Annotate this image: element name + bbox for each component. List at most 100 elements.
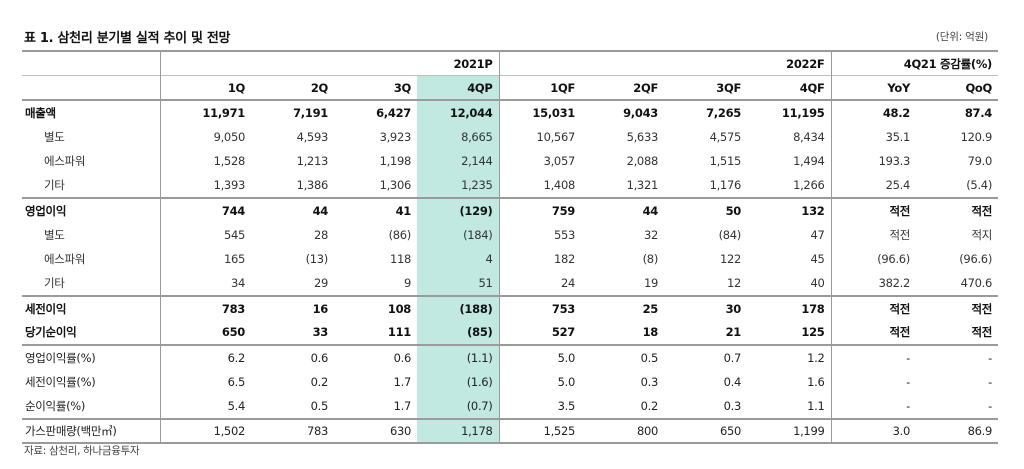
cell: 1.2: [747, 344, 832, 370]
cell: 적전: [916, 295, 999, 321]
cell: 0.5: [310, 398, 329, 413]
cell-highlight: 51: [417, 271, 500, 296]
cell: 6,427: [376, 105, 411, 120]
cell: 0.4: [723, 374, 742, 389]
cell: 1,408: [543, 178, 576, 193]
cell: 34: [230, 276, 245, 291]
cell-highlight: (129): [417, 197, 500, 223]
cell: 15,031: [532, 105, 575, 120]
unit-label: (단위: 억원): [935, 31, 988, 43]
table-row: 당기순이익 650 33 111 (85) 527 18 21 125 적전 적전: [22, 320, 998, 345]
cell: 132: [747, 197, 832, 223]
column-header: 4QF: [747, 75, 832, 101]
cell: 18: [642, 325, 659, 340]
cell: 44: [251, 197, 334, 223]
cell: 25: [581, 295, 664, 321]
cell: 1,199: [747, 417, 832, 444]
cell: 111: [387, 325, 411, 340]
cell: 3.0: [831, 417, 916, 444]
cell: 3,923: [379, 129, 412, 144]
cell: 1.7: [393, 398, 412, 413]
cell: 19: [643, 276, 658, 291]
cell: 적전: [971, 325, 993, 340]
table-row: 세전이익률(%) 6.5 0.2 1.7 (1.6) 5.0 0.3 0.4 1.6 - -: [22, 369, 998, 394]
cell-highlight: (85): [417, 320, 500, 345]
cell: 적전: [831, 197, 916, 223]
header-group-row: 2021P 2022F 4Q21 증감률(%): [22, 50, 999, 76]
cell-highlight: (188): [417, 295, 500, 321]
cell: 24: [560, 276, 575, 291]
cell: 0.6: [334, 344, 417, 370]
cell: 1,502: [160, 417, 251, 444]
cell: 108: [334, 295, 417, 321]
cell: 193.3: [878, 154, 911, 169]
cell: 1,213: [296, 154, 329, 169]
cell: 적전: [889, 325, 910, 340]
cell-highlight: (1.1): [417, 344, 500, 370]
cell: 33: [312, 325, 329, 340]
cell: 753: [499, 295, 581, 321]
cell: 0.7: [664, 344, 747, 370]
cell: 4,593: [296, 129, 329, 144]
cell: 79.0: [967, 154, 993, 169]
cell: 650: [664, 417, 747, 444]
cell: 35.1: [885, 129, 911, 144]
cell: (5.4): [966, 178, 993, 193]
cell: 759: [499, 197, 581, 223]
cell: 7,265: [706, 105, 741, 120]
cell: 9,050: [213, 129, 246, 144]
header-group-change: 4Q21 증감률(%): [831, 50, 999, 76]
cell-highlight: 8,665: [417, 124, 500, 149]
source-note: 자료: 삼천리, 하나금융투자: [24, 445, 140, 457]
cell: 8,434: [747, 124, 832, 149]
cell: 9: [403, 276, 411, 291]
cell: 5.0: [499, 344, 581, 370]
column-header: 2QF: [581, 75, 664, 101]
cell-highlight: 1,178: [417, 417, 500, 444]
column-header-highlight: 4QP: [417, 75, 500, 101]
cell: 1,386: [296, 178, 329, 193]
cell: 11,195: [747, 100, 832, 125]
cell: 28: [313, 227, 328, 242]
cell: 1.1: [747, 394, 832, 419]
cell: 118: [389, 252, 411, 267]
cell: 적지: [971, 227, 993, 242]
cell: 125: [747, 320, 832, 345]
cell: 1,393: [213, 178, 246, 193]
cell: 45: [747, 247, 832, 272]
cell: 3,057: [543, 154, 576, 169]
cell: 382.2: [878, 276, 911, 291]
cell: 적전: [916, 197, 999, 223]
column-header: 3QF: [664, 75, 747, 101]
cell: 0.6: [251, 344, 334, 370]
column-header: 1Q: [160, 75, 251, 101]
cell: 1,515: [709, 154, 742, 169]
cell: 21: [725, 325, 742, 340]
cell: 122: [719, 252, 741, 267]
cell: 1.6: [747, 369, 832, 394]
cell: 16: [251, 295, 334, 321]
cell: 5,633: [626, 129, 659, 144]
row-label: 에스파워: [22, 247, 161, 272]
cell: 527: [551, 325, 575, 340]
column-header: 3Q: [334, 75, 417, 101]
column-header: QoQ: [916, 75, 999, 101]
cell: (96.6): [877, 252, 910, 267]
cell: 1,306: [379, 178, 412, 193]
cell: 9,043: [623, 105, 658, 120]
table-title: 표 1. 삼천리 분기별 실적 추이 및 전망: [24, 31, 231, 46]
cell: (96.6): [959, 252, 993, 267]
cell: 0.2: [640, 398, 659, 413]
cell: -: [831, 344, 916, 370]
cell: 11,971: [202, 105, 245, 120]
cell: 470.6: [960, 276, 993, 291]
cell: (86): [388, 227, 412, 242]
cell: 1.7: [393, 374, 412, 389]
cell-highlight: (0.7): [417, 394, 500, 419]
cell: -: [988, 398, 993, 413]
header-empty: [22, 50, 161, 76]
cell: 1,198: [379, 154, 412, 169]
table-row: 기타 34 29 9 51 24 19 12 40 382.2 470.6: [22, 271, 998, 296]
cell: 41: [334, 197, 417, 223]
cell-highlight: 1,235: [417, 173, 500, 198]
